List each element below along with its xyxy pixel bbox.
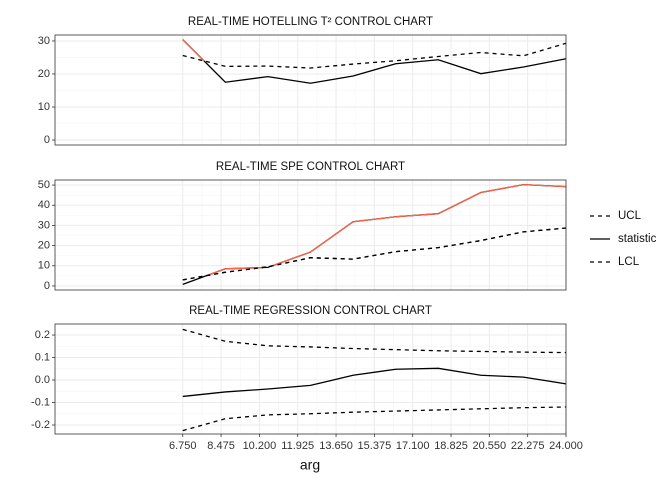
x-tick-label: 13.650 (319, 440, 353, 452)
x-tick-label: 20.550 (473, 440, 507, 452)
panel-border (54, 179, 567, 291)
x-tick-label: 24.000 (549, 440, 583, 452)
legend-label: UCL (618, 210, 642, 222)
out-of-control-segment (271, 251, 311, 267)
out-of-control-segment (353, 216, 396, 223)
y-tick-label: -0.1 (31, 396, 50, 408)
out-of-control-segment (395, 213, 439, 218)
y-tick-label: -0.2 (31, 419, 50, 431)
x-tick-label: 10.200 (243, 440, 277, 452)
y-tick-label: 0.2 (35, 329, 50, 341)
panel-border (54, 34, 567, 146)
legend-label: statistic (618, 233, 657, 245)
panel-title: REAL-TIME HOTELLING T² CONTROL CHART (188, 16, 433, 28)
panel-title: REAL-TIME SPE CONTROL CHART (216, 161, 405, 173)
x-tick-label: 6.750 (169, 440, 197, 452)
statistic-line (182, 39, 567, 84)
x-tick-label: 17.100 (396, 440, 430, 452)
x-tick-label: 11.925 (281, 440, 314, 452)
x-tick-label: 22.275 (511, 440, 545, 452)
y-tick-label: 50 (38, 179, 50, 191)
panel-border (54, 323, 567, 435)
panel-title: REAL-TIME REGRESSION CONTROL CHART (189, 305, 432, 317)
x-tick-label: 18.825 (434, 440, 468, 452)
y-tick-label: 0.1 (35, 351, 50, 363)
limit-line (182, 227, 567, 281)
x-axis-label: arg (300, 457, 320, 473)
y-tick-label: 0 (44, 134, 50, 146)
out-of-control-segment (310, 221, 354, 253)
y-tick-label: 30 (38, 219, 50, 231)
y-tick-label: 40 (38, 199, 50, 211)
statistic-line (182, 367, 567, 398)
y-tick-label: 20 (38, 68, 50, 80)
out-of-control-segment (437, 191, 482, 215)
y-tick-label: 10 (38, 101, 50, 113)
y-tick-label: 10 (38, 260, 50, 272)
y-tick-label: 0.0 (35, 374, 50, 386)
y-tick-label: 20 (38, 240, 50, 252)
x-tick-label: 8.475 (207, 440, 235, 452)
limit-line (182, 406, 567, 432)
y-tick-label: 30 (38, 35, 50, 47)
limit-line (182, 42, 567, 69)
limit-line (182, 328, 567, 354)
out-of-control-segment (480, 184, 524, 194)
legend-label: LCL (618, 256, 640, 268)
out-of-control-segment (523, 183, 567, 188)
x-tick-label: 15.375 (358, 440, 392, 452)
y-tick-label: 0 (44, 280, 50, 292)
out-of-control-segment (182, 39, 205, 62)
